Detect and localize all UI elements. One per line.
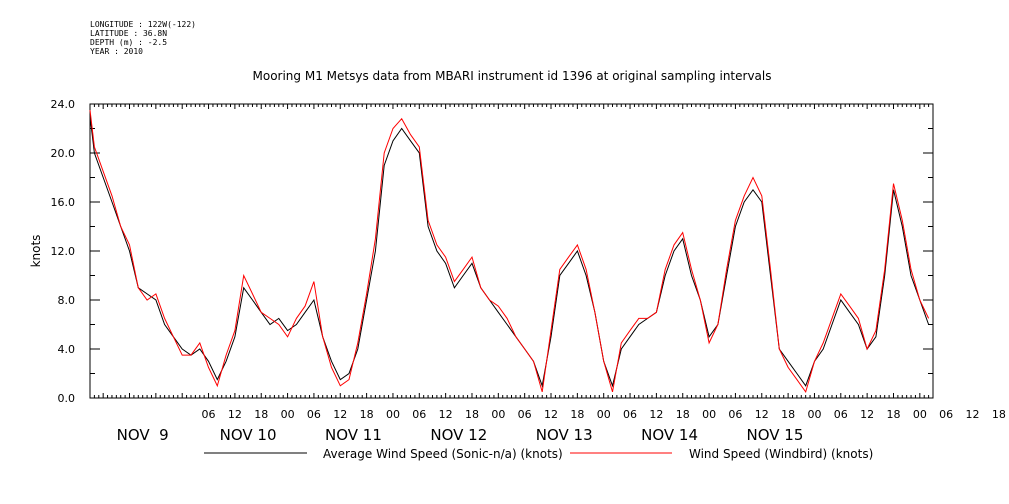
y-tick-label: 8.0 [58, 294, 76, 307]
y-tick-label: 20.0 [51, 147, 76, 160]
x-hour-label: 18 [992, 408, 1006, 421]
x-hour-label: 18 [465, 408, 479, 421]
y-tick-label: 4.0 [58, 343, 76, 356]
x-hour-label: 18 [360, 408, 374, 421]
x-hour-label: 18 [781, 408, 795, 421]
year-label: YEAR : 2010 [90, 47, 143, 56]
x-hour-label: 06 [623, 408, 637, 421]
y-tick-label: 12.0 [51, 245, 76, 258]
x-hour-label: 06 [939, 408, 953, 421]
x-hour-label: 06 [307, 408, 321, 421]
x-hour-label: 18 [676, 408, 690, 421]
latitude-label: LATITUDE : 36.8N [90, 29, 168, 38]
x-day-label: NOV 9 [117, 426, 169, 444]
x-hour-label: 18 [254, 408, 268, 421]
x-hour-label: 12 [544, 408, 558, 421]
legend: Average Wind Speed (Sonic-n/a) (knots) W… [204, 447, 873, 461]
series-line-windbird [89, 110, 930, 394]
x-hour-label: 12 [649, 408, 663, 421]
metadata-block: LONGITUDE : 122W(-122) LATITUDE : 36.8N … [90, 20, 196, 56]
y-tick-label: 24.0 [51, 98, 76, 111]
x-hour-label: 18 [886, 408, 900, 421]
series-line-sonic [89, 116, 930, 388]
series-group [89, 110, 930, 394]
x-day-label: NOV 14 [641, 426, 698, 444]
chart-title: Mooring M1 Metsys data from MBARI instru… [253, 69, 772, 83]
x-hour-label: 00 [702, 408, 716, 421]
x-hour-label: 00 [281, 408, 295, 421]
x-hour-label: 06 [202, 408, 216, 421]
y-axis: 0.0 4.0 8.0 12.0 16.0 20.0 24.0 [51, 98, 933, 405]
x-hour-label: 00 [807, 408, 821, 421]
y-tick-label: 16.0 [51, 196, 76, 209]
x-hour-label: 12 [860, 408, 874, 421]
x-hour-label: 00 [491, 408, 505, 421]
y-axis-label: knots [29, 235, 43, 268]
x-day-label: NOV 12 [430, 426, 487, 444]
y-tick-label: 0.0 [58, 392, 76, 405]
x-hour-label: 00 [913, 408, 927, 421]
x-day-label: NOV 15 [746, 426, 803, 444]
plot-frame [89, 103, 934, 399]
x-hour-label: 12 [439, 408, 453, 421]
x-day-label: NOV 11 [325, 426, 382, 444]
x-hour-label: 00 [597, 408, 611, 421]
x-hour-label: 12 [755, 408, 769, 421]
x-hour-label: 06 [728, 408, 742, 421]
x-day-label: NOV 10 [220, 426, 277, 444]
legend-label-windbird: Wind Speed (Windbird) (knots) [689, 447, 873, 461]
x-hour-label: 12 [333, 408, 347, 421]
x-hour-label: 18 [570, 408, 584, 421]
x-hour-label: 06 [834, 408, 848, 421]
x-hour-label: 00 [386, 408, 400, 421]
x-hour-label: 12 [966, 408, 980, 421]
x-axis: 06 12 18 00 06 12 18 00 06 12 18 00 06 12 18 00 06 12 18 00… [89, 104, 1006, 444]
x-hour-label: 06 [412, 408, 426, 421]
x-hour-label: 12 [228, 408, 242, 421]
legend-label-sonic: Average Wind Speed (Sonic-n/a) (knots) [323, 447, 563, 461]
x-hour-label: 06 [518, 408, 532, 421]
depth-label: DEPTH (m) : -2.5 [90, 38, 168, 47]
x-day-label: NOV 13 [536, 426, 593, 444]
longitude-label: LONGITUDE : 122W(-122) [90, 20, 196, 29]
